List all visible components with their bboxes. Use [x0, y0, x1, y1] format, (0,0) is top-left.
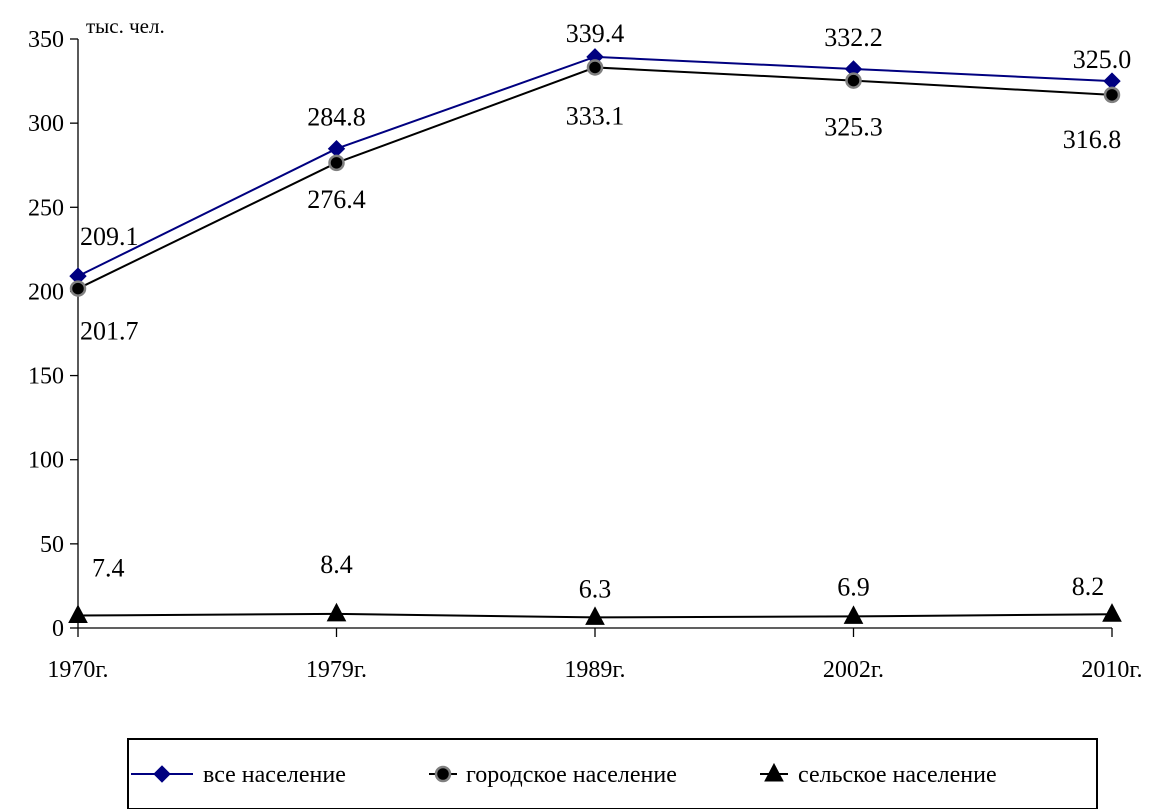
data-label: 7.4: [92, 554, 125, 583]
y-tick-label: 0: [52, 616, 64, 642]
data-point: [69, 280, 87, 297]
data-label: 276.4: [307, 185, 366, 214]
series-3: [68, 602, 1122, 625]
series-layer: [68, 48, 1122, 625]
data-point: [326, 602, 347, 622]
data-label: 8.4: [320, 550, 353, 579]
data-point: [843, 605, 864, 624]
legend-item-3: сельское население: [760, 762, 997, 788]
legend-item-2: городское население: [429, 762, 677, 788]
legend: все население городское население сельское…: [127, 738, 1098, 809]
data-label: 6.3: [579, 574, 612, 603]
data-point: [586, 59, 604, 76]
data-label: 6.9: [837, 572, 870, 601]
data-labels: 209.1 284.8 339.4 332.2 325.0 201.7 276.4 333.1…: [80, 19, 1131, 604]
y-tick-label: 150: [28, 364, 64, 390]
data-point: [585, 606, 605, 625]
legend-label: все население: [203, 762, 346, 788]
data-point: [328, 154, 345, 172]
y-axis-unit-label: тыс. чел.: [86, 14, 165, 38]
series-line: [77, 55, 1113, 278]
legend-marker: [153, 765, 171, 783]
legend-box: [127, 738, 1098, 809]
legend-marker: [764, 762, 784, 782]
y-tick-label: 50: [40, 532, 64, 558]
data-point: [1102, 603, 1122, 622]
data-label: 209.1: [80, 222, 139, 251]
y-tick-label: 350: [28, 27, 64, 53]
data-point: [1103, 86, 1121, 104]
y-tick-label: 250: [28, 195, 64, 221]
y-tick-label: 300: [28, 111, 64, 137]
x-tick-label: 1979г.: [306, 657, 367, 683]
data-label: 316.8: [1063, 125, 1122, 154]
data-label: 284.8: [307, 103, 366, 132]
data-point: [327, 140, 346, 158]
x-tick-label: 1989г.: [564, 657, 625, 683]
x-tick-label: 2010г.: [1081, 657, 1142, 683]
data-label: 325.0: [1073, 45, 1132, 74]
legend-label: сельское население: [798, 762, 997, 788]
legend-item-1: все население: [131, 762, 346, 788]
y-tick-label: 100: [28, 448, 64, 474]
data-point: [68, 604, 88, 624]
data-label: 325.3: [824, 113, 883, 142]
x-tick-label: 1970г.: [47, 657, 108, 683]
data-point: [845, 72, 862, 89]
data-label: 333.1: [566, 101, 625, 130]
data-label: 201.7: [80, 317, 139, 346]
legend-marker: [434, 765, 452, 783]
legend-label: городское население: [466, 762, 677, 788]
data-label: 8.2: [1072, 572, 1105, 601]
axes: 0 50 100 150 200 250 300 350 1970г. 1979г. 1989г. 2…: [28, 27, 1143, 683]
data-label: 339.4: [566, 19, 625, 48]
x-tick-label: 2002г.: [823, 657, 884, 683]
data-label: 332.2: [824, 23, 883, 52]
y-tick-label: 200: [28, 279, 64, 305]
series-1: [69, 48, 1121, 285]
series-2: [69, 59, 1121, 297]
